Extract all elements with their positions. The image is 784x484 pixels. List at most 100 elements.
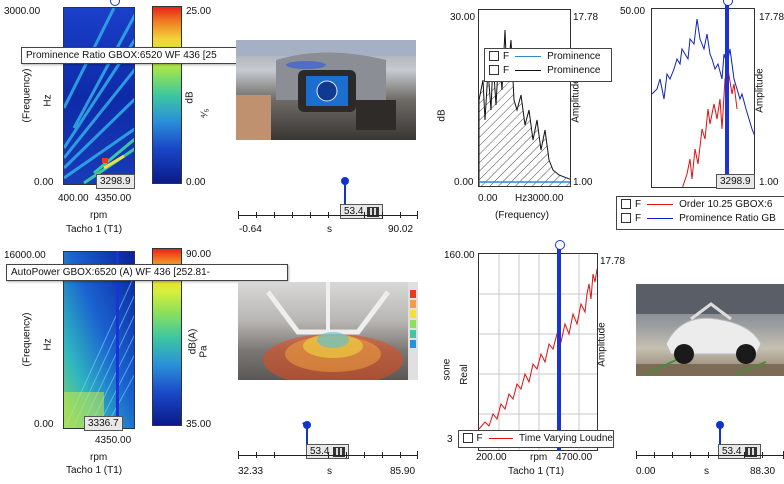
loudness-cursor-handle[interactable]	[555, 240, 565, 250]
vehicle-photo	[636, 284, 784, 376]
y-axis-top-label: 30.00	[450, 12, 476, 23]
scale-unit-dba: dB(A)	[187, 328, 199, 355]
legend-tag: F	[476, 432, 483, 444]
x-axis-right-label: 4700.00	[556, 452, 593, 463]
scale-unit-db: dB	[184, 91, 196, 104]
order-plot[interactable]	[651, 8, 755, 188]
panel-video-vehicle[interactable]: 53.4 0.00 s 88.30	[612, 244, 784, 484]
x-axis-left-label: 400.00	[58, 193, 89, 204]
legend-name: Time Varying Loudne	[519, 432, 613, 444]
loudness-cutoff-tick: 3	[447, 434, 453, 445]
scale-bottom-label: 0.00	[186, 177, 206, 188]
legend-row-1[interactable]: F Order 10.25 GBOX:6	[617, 197, 784, 211]
x-axis-title: Tacho 1 (T1)	[508, 466, 565, 477]
trace-tooltip: AutoPower GBOX:6520 (A) WF 436 [252.81-	[6, 264, 288, 281]
scale-top-label: 90.00	[186, 249, 212, 260]
x-axis-right-label: 3000.00	[527, 193, 564, 204]
x-axis-left-label: 200.00	[476, 452, 507, 463]
autopower-cursor-line[interactable]	[116, 251, 119, 429]
legend-checkbox[interactable]	[463, 433, 473, 443]
y-axis-bottom-label: 0.00	[454, 177, 474, 188]
slider-min-label: 0.00	[636, 466, 656, 477]
legend-tag: F	[503, 50, 510, 62]
legend-checkbox[interactable]	[489, 51, 499, 61]
order-legend: F Order 10.25 GBOX:6 F Prominence Ratio GB	[616, 196, 784, 230]
loudness-cursor-line[interactable]	[557, 244, 561, 451]
panel-order-trace[interactable]: 50.00 3298.9 17.78 1.00 Amplitude F Order…	[612, 0, 784, 240]
order-cursor-handle[interactable]	[723, 0, 733, 6]
amp-axis-title: Amplitude	[596, 322, 608, 367]
cursor-readout: 3336.7	[84, 416, 123, 431]
amp-axis-title: Amplitude	[754, 68, 766, 113]
legend-tag: F	[635, 198, 642, 210]
panel-loudness[interactable]: 160.00 sone Real 17.78 Amplitude F Time V…	[430, 240, 625, 484]
time-slider-stem	[306, 427, 308, 450]
panel-autopower-colormap[interactable]: 16000.00 0.00 (Frequency) Hz 3336.7 4350…	[0, 244, 288, 484]
amp-top-label: 17.78	[573, 12, 599, 23]
slider-max-label: 85.90	[390, 466, 416, 477]
y-axis-title: (Frequency)	[21, 68, 33, 123]
colormap-plot[interactable]	[63, 7, 135, 185]
spectrum-image	[479, 29, 570, 186]
scale-bottom-label: 35.00	[186, 419, 212, 430]
loudness-plot[interactable]	[478, 253, 598, 451]
loudness-legend: F Time Varying Loudne	[458, 430, 614, 448]
y-axis-unit: Hz	[42, 338, 54, 351]
legend-row-2[interactable]: F Prominence	[485, 63, 611, 77]
trace-tooltip: Prominence Ratio GBOX:6520 WF 436 [25	[21, 47, 237, 64]
scale-top-label: 25.00	[186, 6, 212, 17]
panel-video-cockpit[interactable]: 53.4 -0.64 s 90.02	[234, 0, 424, 240]
time-readout-value: 53.4	[722, 446, 742, 457]
film-icon	[367, 206, 380, 217]
cockpit-image	[236, 40, 416, 140]
autopower-plot[interactable]	[63, 251, 135, 429]
time-slider-stem	[719, 427, 721, 450]
cursor-handle[interactable]	[110, 0, 120, 6]
time-readout-value: 53.4	[310, 446, 330, 457]
time-slider-knob[interactable]	[716, 421, 724, 429]
legend-tag: F	[503, 64, 510, 76]
x-axis-unit: rpm	[90, 452, 108, 463]
legend-checkbox[interactable]	[489, 65, 499, 75]
film-icon	[745, 446, 758, 457]
legend-row-1[interactable]: F Time Varying Loudne	[459, 431, 613, 445]
legend-row-2[interactable]: F Prominence Ratio GB	[617, 211, 784, 225]
spectrum-plot[interactable]	[478, 9, 571, 187]
time-slider-track[interactable]	[636, 455, 784, 456]
legend-name: Order 10.25 GBOX:6	[679, 198, 773, 210]
y-axis-top-label: 3000.00	[4, 6, 41, 17]
film-icon	[333, 446, 346, 457]
amp-top-label: 17.78	[600, 256, 626, 267]
slider-min-label: 32.33	[238, 466, 264, 477]
time-slider-knob[interactable]	[341, 177, 349, 185]
acoustic-image	[263, 282, 418, 380]
scale-unit-symbol: ⁴⁄₅	[199, 108, 211, 119]
x-axis-left-label: 0.00	[478, 193, 498, 204]
cockpit-photo	[236, 40, 416, 140]
slider-max-label: 88.30	[750, 466, 776, 477]
x-axis-unit: rpm	[530, 452, 548, 463]
vehicle-image	[636, 284, 784, 376]
panel-spectrum[interactable]: 30.00 0.00 dB 17.78 1.00 Amplitude 0.00 …	[430, 0, 612, 240]
x-axis-right-group: Hz3000.00	[515, 193, 563, 204]
panel-video-acoustic[interactable]: ↔ 53.4 32.33 s 85.90	[234, 244, 424, 484]
x-axis-title: (Frequency)	[495, 210, 549, 221]
legend-checkbox[interactable]	[621, 213, 631, 223]
x-axis-right-label: 4350.00	[95, 193, 132, 204]
y-axis-unit: sone	[441, 358, 453, 381]
x-axis-title: Tacho 1 (T1)	[66, 465, 123, 476]
legend-checkbox[interactable]	[621, 199, 631, 209]
y-axis-top-label: 50.00	[620, 6, 646, 17]
x-axis-title: Tacho 1 (T1)	[66, 224, 123, 235]
time-readout-value: 53.4	[344, 206, 364, 217]
order-cursor-line[interactable]	[725, 0, 729, 188]
time-slider-knob[interactable]	[303, 421, 311, 429]
y-axis-top-label: 160.00	[444, 250, 475, 261]
order-image	[652, 18, 754, 187]
x-axis-unit: rpm	[90, 210, 108, 221]
scale-unit-pa: Pa	[198, 345, 210, 358]
amp-bottom-label: 1.00	[759, 177, 779, 188]
y-axis-unit: Hz	[42, 94, 54, 107]
legend-row-1[interactable]: F Prominence	[485, 49, 611, 63]
panel-colormap-rpm[interactable]: 3000.00 0.00 (Frequency) Hz 3298.9 400.0…	[0, 0, 237, 240]
